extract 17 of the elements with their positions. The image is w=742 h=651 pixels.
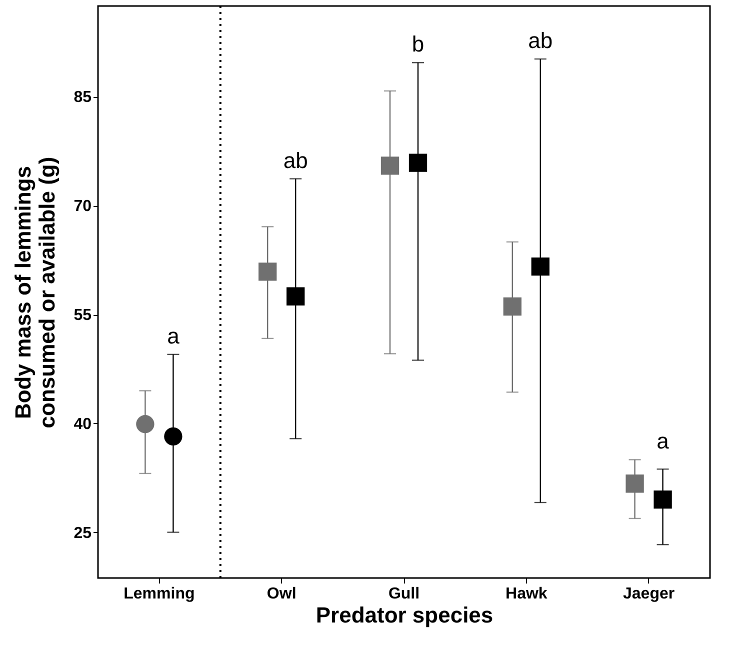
x-axis-title: Predator species	[316, 602, 494, 628]
y-tick-label: 25	[74, 524, 92, 542]
annotation: b	[412, 32, 424, 57]
annotation: ab	[528, 28, 553, 53]
x-tick-label: Owl	[266, 586, 296, 602]
annotation: ab	[283, 148, 308, 173]
x-tick-label: Gull	[388, 586, 420, 602]
y-tick-label: 70	[74, 198, 92, 216]
annotation: a	[167, 323, 180, 348]
y-tick-label: 85	[74, 89, 92, 106]
x-tick-label: Jaeger	[623, 586, 675, 602]
x-tick-label: Lemming	[124, 586, 195, 602]
x-tick-label: Hawk	[506, 586, 548, 602]
y-tick-label: 40	[74, 416, 92, 433]
y-axis-title: Body mass of lemmings consumed or available (g)	[10, 156, 60, 428]
y-tick-label: 55	[74, 307, 92, 324]
annotation: a	[656, 428, 670, 454]
